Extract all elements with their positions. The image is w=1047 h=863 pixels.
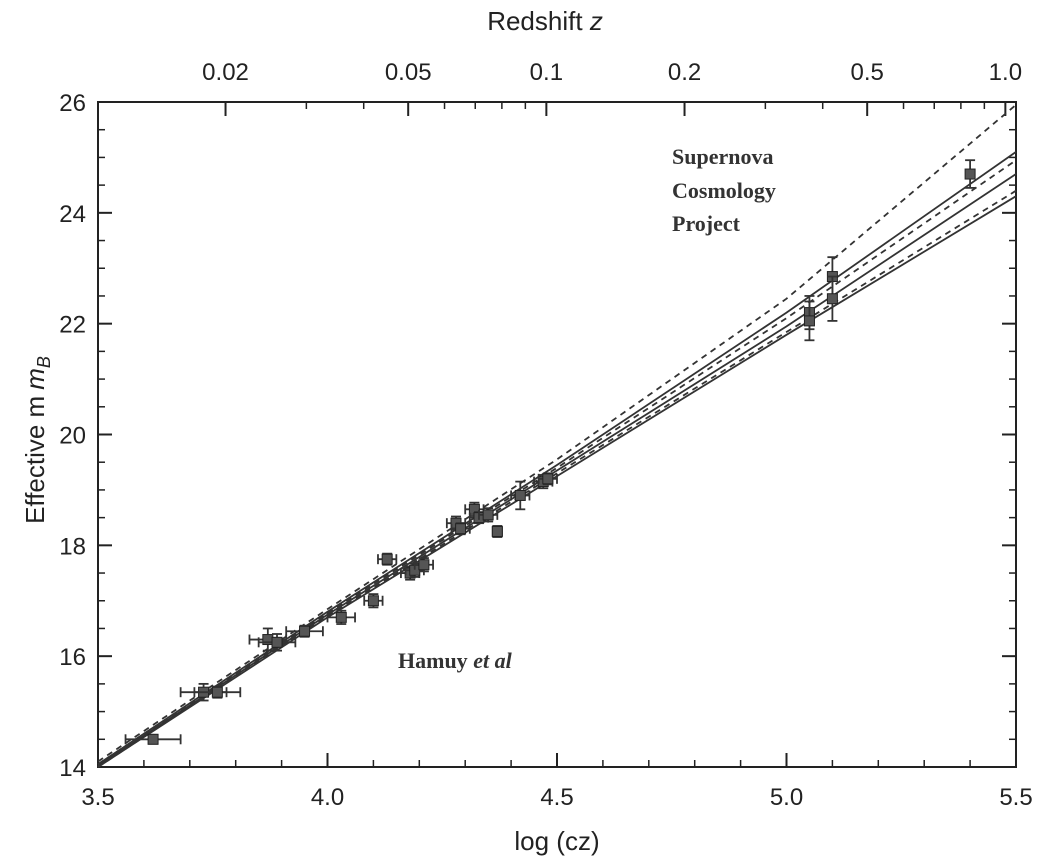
data-point [271, 636, 283, 648]
annotation-scp-line3: Project [672, 211, 741, 236]
y-tick-label: 20 [59, 423, 86, 450]
model-curves [97, 104, 1017, 768]
top-tick-label: 0.02 [202, 59, 249, 86]
y-tick-label: 14 [59, 755, 86, 782]
annotation-scp-line2: Cosmology [672, 178, 776, 203]
data-point [964, 168, 976, 180]
data-point [367, 595, 379, 607]
top-tick-label: 0.2 [668, 59, 701, 86]
model-curve-solid [97, 173, 1017, 767]
plot-frame [97, 101, 1017, 768]
model-curve-dashed [97, 189, 1017, 768]
axis-ticks [97, 101, 1017, 768]
data-point [211, 686, 223, 698]
annotation-hamuy: Hamuy et al [398, 648, 513, 673]
top-axis-title: Redshift z [487, 6, 603, 36]
data-point [826, 293, 838, 305]
top-tick-label: 0.5 [851, 59, 884, 86]
axis-tick-labels: 3.5 4.0 4.5 5.0 5.5 14 16 18 20 22 24 26 0.02 0.05 0.1… [59, 59, 1032, 811]
annotation-scp-line1: Supernova [672, 144, 773, 169]
x-axis-title: log (cz) [514, 826, 599, 856]
x-tick-label: 3.5 [81, 784, 114, 811]
x-tick-label: 4.5 [540, 784, 573, 811]
top-tick-label: 0.05 [385, 59, 432, 86]
y-axis-title: Effective mmB [20, 356, 54, 524]
data-point [299, 625, 311, 637]
data-point [335, 611, 347, 623]
data-point [803, 315, 815, 327]
top-tick-label: 1.0 [989, 59, 1022, 86]
data-point [482, 509, 494, 521]
y-tick-label: 16 [59, 644, 86, 671]
data-point [455, 523, 467, 535]
x-tick-label: 4.0 [311, 784, 344, 811]
data-point [381, 553, 393, 565]
top-tick-label: 0.1 [530, 59, 563, 86]
data-point [542, 473, 554, 485]
model-curve-dashed [97, 159, 1017, 765]
data-point [491, 525, 503, 537]
y-tick-label: 26 [59, 90, 86, 117]
model-curve-dashed [97, 104, 1017, 763]
y-tick-label: 22 [59, 312, 86, 339]
data-point [418, 559, 430, 571]
data-point [514, 489, 526, 501]
x-tick-label: 5.5 [999, 784, 1032, 811]
x-tick-label: 5.0 [770, 784, 803, 811]
data-points [124, 159, 976, 745]
data-point [147, 733, 159, 745]
y-tick-label: 18 [59, 533, 86, 560]
model-curve-solid [97, 151, 1017, 765]
y-tick-label: 24 [59, 201, 86, 228]
